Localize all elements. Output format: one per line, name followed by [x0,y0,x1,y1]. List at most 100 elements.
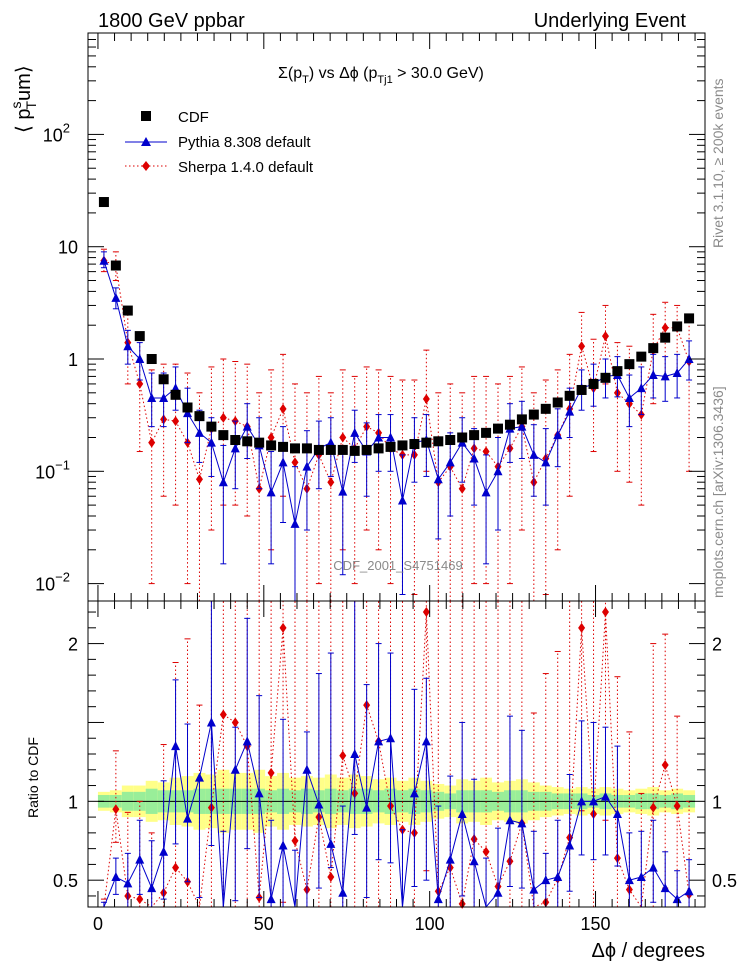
cdf-point [481,427,492,438]
legend-pythia-marker [141,137,151,146]
pythia-ratio-point [194,772,204,782]
pythia-ratio-point [565,840,575,850]
cdf-point [469,430,480,441]
pythia-point [469,453,479,463]
sherpa-point [422,394,430,405]
pythia-ratio-point [541,875,551,885]
cdf-point [110,260,121,271]
sherpa-ratio-point [279,622,287,633]
main-panel: 10−2 10−1 1 10 102 Σ(pT) vs Δϕ (pTj1 > 30.0 … [8,32,706,602]
pythia-point [99,255,109,265]
cdf-point [206,421,217,432]
cdf-point [588,378,599,389]
cdf-point [421,437,432,448]
sherpa-ratio-point [339,750,347,761]
pythia-point [159,392,169,402]
cdf-point [361,444,372,455]
cdf-point [98,197,109,208]
mcplots-label: mcplots.cern.ch [arXiv:1306.3436] [710,386,726,598]
sherpa-point [327,477,335,488]
cdf-point [134,331,145,342]
pythia-point [242,421,252,431]
plot-title: Σ(pT) vs Δϕ (pTj1 > 30.0 GeV) [278,65,484,86]
sherpa-ratio-point [458,898,466,909]
pythia-point [445,457,455,467]
pythia-ratio-point [577,796,587,806]
pythia-point [338,486,348,496]
pythia-point [194,427,204,437]
pythia-ratio-point [302,764,312,774]
pythia-point [386,432,396,442]
pythia-point [553,430,563,440]
pythia-point [493,466,503,476]
main-ytick-label: 10−1 [35,457,70,482]
sherpa-ratio-point [601,607,609,618]
pythia-ratio-point [135,854,145,864]
sherpa-point [219,412,227,423]
sherpa-ratio-point [482,846,490,857]
analysis-watermark: CDF_2001_S4751469 [333,558,462,573]
cdf-point [337,444,348,455]
pythia-ratio-point [624,875,634,885]
pythia-point [206,437,216,447]
main-ytick-label: 10 [58,238,78,258]
cdf-point [433,436,444,447]
cdf-point [218,430,229,441]
x-tick-label: 100 [415,914,445,934]
cdf-point [266,440,277,451]
pythia-ratio-point [505,815,515,825]
sherpa-ratio-point [422,607,430,618]
pythia-point [135,354,145,364]
pythia-ratio-point [350,749,360,758]
pythia-ratio-point [553,872,563,882]
cdf-point [146,354,157,365]
legend-cdf-marker [141,111,151,121]
main-ytick-label: 1 [68,350,78,370]
pythia-ratio-point [111,872,121,882]
pythia-point [302,461,312,471]
cdf-point [684,313,695,324]
sherpa-ratio-point [673,801,681,812]
pythia-point [123,341,133,351]
ratio-axes: 0.5 0.5 1 1 2 2 0 50 100 150 [53,601,737,934]
ratio-panel: 0.5 0.5 1 1 2 2 0 50 100 150 Ratio to CDF Δϕ / de… [25,600,737,962]
pythia-point [541,457,551,467]
pythia-line [103,260,690,525]
pythia-ratio-point [123,878,133,888]
pythia-point [326,437,336,447]
pythia-ratio-point [660,883,670,893]
pythia-ratio-point [600,791,610,801]
ratio-ytick-label-left: 2 [68,635,78,655]
cdf-point [552,397,563,408]
sherpa-point [578,341,586,352]
legend-cdf-label: CDF [178,109,209,126]
cdf-point [170,389,181,400]
pythia-point [230,443,240,453]
header-right: Underlying Event [534,10,687,32]
sherpa-point [458,483,466,494]
sherpa-ratio-point [291,835,299,846]
ratio-ytick-label-right: 1 [712,792,722,812]
legend-entry-pythia: Pythia 8.308 default [125,134,311,151]
legend-sherpa-marker [142,161,150,171]
main-ylabel: ⟨ psTum⟩ [8,65,39,133]
legend: CDF Pythia 8.308 default Sherpa 1.4.0 de… [125,109,314,176]
cdf-point [373,443,384,454]
cdf-point [349,445,360,456]
cdf-point [612,366,623,377]
sherpa-point [661,322,669,333]
pythia-ratio-point [254,788,264,798]
ratio-ytick-label-right: 2 [712,635,722,655]
pythia-point [660,371,670,381]
sherpa-ratio-point [267,767,275,778]
cdf-point [672,321,683,332]
pythia-point [565,406,575,416]
sherpa-ratio-point [112,804,120,815]
cdf-point [194,411,205,422]
cdf-point [660,332,671,343]
cdf-point [242,436,253,447]
cdf-point [576,384,587,395]
sherpa-point [195,474,203,485]
cdf-point [278,441,289,452]
cdf-point [325,444,336,455]
